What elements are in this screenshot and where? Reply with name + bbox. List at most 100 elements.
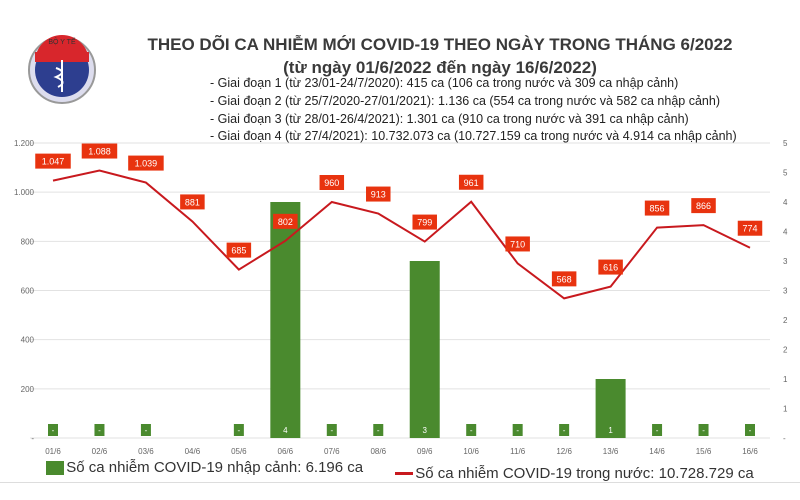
ministry-of-health-logo: BỘ Y TẾ bbox=[28, 35, 96, 104]
line-label-box bbox=[458, 174, 484, 190]
y-left-tick: 200 bbox=[21, 385, 35, 394]
x-tick: 11/6 bbox=[510, 447, 526, 456]
x-tick: 02/6 bbox=[92, 447, 108, 456]
x-tick: 15/6 bbox=[696, 447, 712, 456]
line-label: 568 bbox=[557, 274, 572, 284]
y-left-tick: 1.000 bbox=[14, 188, 35, 197]
y-right-tick: 3 bbox=[783, 287, 788, 296]
bar bbox=[559, 424, 570, 436]
bar bbox=[595, 379, 626, 438]
bar bbox=[698, 424, 709, 436]
bar-label: - bbox=[98, 426, 101, 435]
line-label: 799 bbox=[417, 218, 432, 228]
x-tick: 16/6 bbox=[742, 447, 758, 456]
line-label-box bbox=[319, 175, 345, 190]
line-label: 866 bbox=[696, 201, 711, 211]
bar-label: - bbox=[563, 426, 566, 435]
line-label-box bbox=[598, 259, 623, 275]
line-label-box bbox=[366, 186, 391, 202]
line-label: 961 bbox=[464, 178, 479, 188]
bar bbox=[745, 424, 755, 436]
line-label-box bbox=[505, 236, 530, 252]
x-tick: 09/6 bbox=[417, 447, 433, 456]
chart-area: - 200 400 600 800 1.000 1.200 - 1 1 2 2 3 3 4 4 5 5 01/6 - 0… bbox=[14, 139, 788, 456]
y-right-tick: 4 bbox=[783, 198, 788, 207]
line-label-box bbox=[180, 194, 205, 210]
y-right-tick: 2 bbox=[783, 316, 788, 325]
bar bbox=[652, 424, 663, 436]
legend-item-line: Số ca nhiễm COVID-19 trong nước: 10.728.… bbox=[395, 465, 754, 482]
line-series bbox=[52, 169, 751, 300]
line-label-box bbox=[737, 220, 763, 236]
bar bbox=[373, 424, 384, 436]
bar-label: - bbox=[238, 426, 241, 435]
line-label-box bbox=[35, 153, 71, 169]
bar-label: - bbox=[145, 426, 148, 435]
chart-title: THEO DÕI CA NHIỄM MỚI COVID-19 THEO NGÀY… bbox=[147, 35, 733, 54]
line-label-box bbox=[412, 214, 437, 230]
bar bbox=[326, 424, 337, 436]
x-tick: 12/6 bbox=[556, 447, 572, 456]
bar bbox=[140, 424, 151, 436]
y-left-tick: 1.200 bbox=[14, 139, 35, 148]
line-label: 774 bbox=[742, 224, 757, 234]
line-label-box bbox=[644, 200, 670, 216]
line-label: 685 bbox=[231, 246, 246, 256]
line-label: 616 bbox=[603, 263, 618, 273]
bar-label: - bbox=[377, 426, 380, 435]
x-tick: 13/6 bbox=[603, 447, 619, 456]
line-label-box bbox=[128, 155, 164, 171]
bar bbox=[94, 424, 105, 436]
note-stage-3: - Giai đoạn 3 (từ 28/01-26/4/2021): 1.30… bbox=[210, 112, 689, 126]
bar bbox=[233, 424, 244, 436]
bar bbox=[48, 424, 58, 436]
line-label: 913 bbox=[371, 190, 386, 200]
chart-subtitle: (từ ngày 01/6/2022 đến ngày 16/6/2022) bbox=[283, 58, 597, 77]
x-tick: 07/6 bbox=[324, 447, 340, 456]
bar-label: - bbox=[470, 426, 473, 435]
bar-label: 1 bbox=[608, 426, 613, 435]
line-label: 856 bbox=[650, 204, 665, 214]
line-label: 1.047 bbox=[42, 157, 65, 167]
legend-label-bar: Số ca nhiễm COVID-19 nhập cảnh: 6.196 ca bbox=[66, 459, 364, 476]
line-label-box bbox=[226, 242, 252, 258]
legend-swatch-line bbox=[395, 471, 414, 475]
line-label: 1.039 bbox=[135, 159, 158, 169]
line-label: 960 bbox=[324, 178, 339, 188]
bar-label: - bbox=[330, 426, 333, 435]
note-stage-2: - Giai đoạn 2 (từ 25/7/2020-27/01/2021):… bbox=[210, 94, 720, 108]
bar-label: 4 bbox=[283, 426, 288, 435]
y-right-tick: 5 bbox=[783, 169, 788, 178]
line-label: 710 bbox=[510, 239, 525, 249]
y-left-tick: 600 bbox=[21, 287, 35, 296]
x-tick: 05/6 bbox=[231, 447, 247, 456]
legend-swatch-bar bbox=[46, 460, 65, 475]
line-label-box bbox=[273, 213, 298, 229]
bar-label: - bbox=[656, 426, 659, 435]
note-stage-1: - Giai đoạn 1 (từ 23/01-24/7/2020): 415 … bbox=[210, 76, 679, 90]
line-label: 881 bbox=[185, 197, 200, 207]
bar-label: - bbox=[516, 426, 519, 435]
x-tick: 14/6 bbox=[649, 447, 665, 456]
y-right-tick: - bbox=[783, 434, 786, 443]
legend-item-bar: Số ca nhiễm COVID-19 nhập cảnh: 6.196 ca bbox=[46, 459, 363, 476]
bar-label: - bbox=[702, 426, 705, 435]
legend: Số ca nhiễm COVID-19 nhập cảnh: 6.196 ca… bbox=[0, 459, 800, 482]
line-label-box bbox=[691, 198, 716, 214]
y-left-tick: - bbox=[31, 434, 34, 443]
note-stage-4: - Giai đoạn 4 (từ 27/4/2021): 10.732.073… bbox=[210, 129, 737, 143]
bar bbox=[466, 424, 477, 436]
y-right-tick: 1 bbox=[783, 405, 788, 414]
x-tick: 01/6 bbox=[45, 447, 61, 456]
x-tick: 08/6 bbox=[370, 447, 386, 456]
bar bbox=[512, 424, 523, 436]
y-right-tick: 2 bbox=[783, 346, 788, 355]
bar-label: - bbox=[749, 426, 752, 435]
y-right-tick: 3 bbox=[783, 257, 788, 266]
y-left-tick: 400 bbox=[21, 336, 35, 345]
line-label: 802 bbox=[278, 217, 293, 227]
x-tick: 04/6 bbox=[185, 447, 201, 456]
y-left-tick: 800 bbox=[21, 237, 35, 246]
bar-label: 3 bbox=[423, 426, 428, 435]
